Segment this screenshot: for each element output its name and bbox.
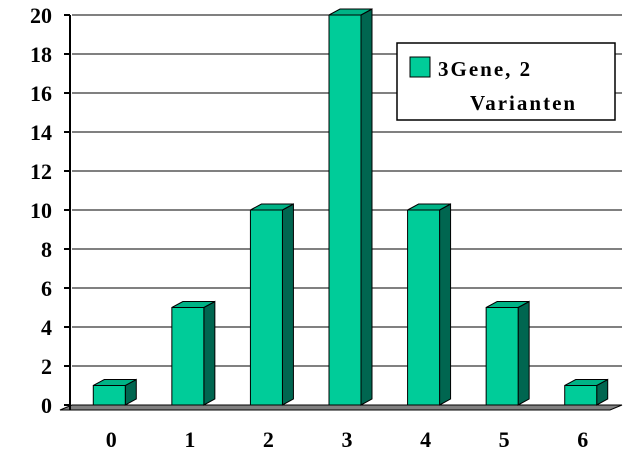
- bar-front-face: [171, 307, 205, 406]
- bar-front-face: [328, 14, 362, 406]
- x-tick-label: 6: [577, 427, 588, 451]
- y-tick-label: 6: [41, 276, 52, 301]
- y-tick-label: 8: [41, 237, 52, 262]
- y-tick-label: 20: [30, 3, 52, 28]
- x-tick-label: 4: [420, 427, 431, 451]
- y-tick-label: 10: [30, 198, 52, 223]
- bar-front-face: [485, 307, 519, 406]
- legend: 3Gene, 2 Varianten: [396, 42, 616, 121]
- y-tick-label: 14: [30, 120, 52, 145]
- y-tick-label: 18: [30, 42, 52, 67]
- bars: [92, 8, 609, 406]
- bar-front-face: [92, 385, 126, 406]
- bar: [171, 300, 216, 406]
- bar: [249, 203, 294, 406]
- bar: [407, 203, 452, 406]
- x-tick-label: 5: [499, 427, 510, 451]
- legend-label-line2: Varianten: [470, 91, 577, 115]
- y-tick-label: 2: [41, 354, 52, 379]
- y-tick-label: 12: [30, 159, 52, 184]
- x-tick-label: 2: [263, 427, 274, 451]
- x-tick-label: 0: [106, 427, 117, 451]
- floor-plane: [59, 404, 623, 411]
- bar: [92, 378, 137, 406]
- axes: [64, 14, 71, 410]
- bar-side-face: [360, 8, 373, 406]
- bar-side-face: [203, 300, 216, 406]
- y-tick-label: 0: [41, 393, 52, 418]
- bar-front-face: [407, 209, 441, 406]
- legend-label-line1: 3Gene, 2: [438, 57, 532, 81]
- bar: [485, 300, 530, 406]
- bar: [328, 8, 373, 406]
- legend-swatch: [409, 56, 431, 78]
- x-tick-label: 3: [342, 427, 353, 451]
- bar-side-face: [281, 203, 294, 406]
- bar-side-face: [517, 300, 530, 406]
- bar-front-face: [249, 209, 283, 406]
- y-tick-labels: 0 2 4 6 8 10 12 14 16 18 20: [30, 3, 52, 418]
- x-tick-label: 1: [184, 427, 195, 451]
- bar: [564, 378, 609, 406]
- y-tick-label: 16: [30, 81, 52, 106]
- bar-side-face: [439, 203, 452, 406]
- x-tick-labels: 0 1 2 3 4 5 6: [106, 427, 588, 451]
- y-tick-label: 4: [41, 315, 52, 340]
- bar-front-face: [564, 385, 598, 406]
- legend-box: [396, 42, 616, 121]
- chart-floor: [59, 404, 623, 411]
